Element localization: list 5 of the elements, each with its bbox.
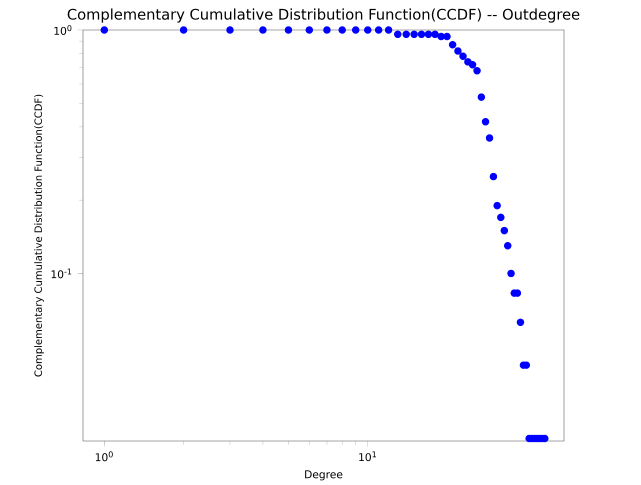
y-tick-label: 10$^{-1}$ [52,268,72,278]
chart-title: Complementary Cumulative Distribution Function(CCDF) -- Outdegree [68,8,580,23]
x-axis-title: Degree [305,470,342,480]
x-tick-label: 10$^{1}$ [359,451,376,462]
y-axis-title: Complementary Cumulative Distribution Function(CCDF) [34,94,44,377]
